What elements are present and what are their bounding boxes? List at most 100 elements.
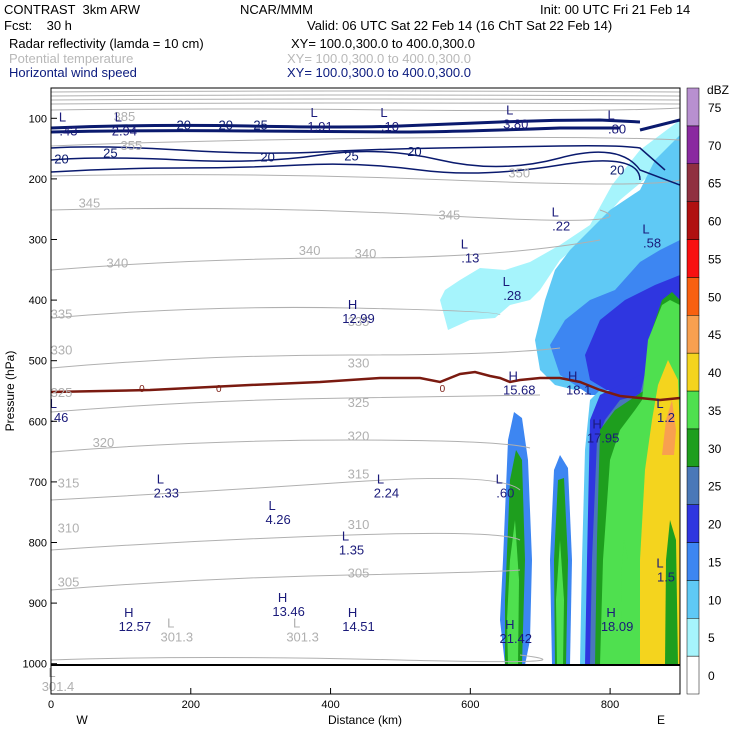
low-marker: L	[506, 103, 513, 118]
field-name-wind: Horizontal wind speed	[9, 65, 137, 80]
theta-contour-label: 320	[348, 428, 370, 443]
theta-contour-label: 345	[439, 207, 461, 222]
wind-contour-label: 25	[253, 118, 267, 133]
wind-contour-label: 25	[344, 148, 358, 163]
low-marker: L	[115, 109, 122, 124]
extremum-value: 4.26	[265, 512, 290, 527]
colorbar-level-label: 0	[708, 669, 715, 683]
colorbar-level-label: 30	[708, 442, 722, 456]
x-tick-label: 800	[601, 699, 619, 711]
valid-time: Valid: 06 UTC Sat 22 Feb 14 (16 ChT Sat …	[307, 18, 613, 33]
theta-contour-label: 335	[51, 307, 73, 322]
x-tick-label: 0	[48, 699, 54, 711]
y-tick-label: 500	[29, 356, 47, 368]
freezing-level-line	[51, 370, 680, 402]
wind-contour-label: 25	[103, 145, 117, 160]
theta-contour-label: 325	[51, 385, 73, 400]
low-marker: L	[167, 615, 174, 630]
wind-speed-contours	[51, 118, 680, 186]
theta-contour-label: 340	[107, 256, 129, 271]
freezing-level-label: 0	[139, 384, 145, 395]
colorbar-swatch	[686, 352, 700, 392]
low-marker: L	[656, 396, 663, 411]
high-marker: H	[568, 369, 577, 384]
high-marker: H	[606, 605, 615, 620]
extremum-value: 13.46	[272, 604, 305, 619]
colorbar-swatch	[686, 87, 700, 127]
y-tick-label: 300	[29, 235, 47, 247]
colorbar-swatch	[686, 618, 700, 657]
forecast-hour: Fcst: 30 h	[4, 18, 72, 33]
colorbar-level-label: 20	[708, 518, 722, 532]
extremum-value: 21.42	[499, 631, 532, 646]
colorbar-swatch	[686, 315, 700, 354]
extremum-value: 1.2	[657, 410, 675, 425]
low-marker: L	[607, 108, 614, 123]
extremum-value: .80	[608, 122, 626, 137]
field-name-theta: Potential temperature	[9, 51, 134, 66]
theta-contour-label: 335	[348, 314, 370, 329]
colorbar-level-label: 45	[708, 328, 722, 342]
theta-contour-label: 355	[121, 138, 143, 153]
y-tick-label: 800	[29, 538, 47, 550]
high-marker: H	[505, 617, 514, 632]
extremum-value: .10	[381, 119, 399, 134]
colorbar-level-label: 50	[708, 290, 722, 304]
extremum-value: 1.35	[339, 543, 364, 558]
wind-contour-label: 20	[54, 152, 68, 167]
refl-lgreen-column-1	[507, 520, 519, 665]
low-marker: L	[269, 498, 276, 513]
institution-label: NCAR/MMM	[240, 2, 313, 17]
low-marker: L	[380, 105, 387, 120]
low-marker: L	[552, 204, 559, 219]
colorbar-level-label: 70	[708, 139, 722, 153]
field-name-reflectivity: Radar reflectivity (lamda = 10 cm)	[9, 36, 204, 51]
low-marker: L	[342, 529, 349, 544]
extremum-value: 301.3	[161, 629, 194, 644]
extremum-value: 301.3	[286, 629, 319, 644]
wind-contour-label: 20	[260, 150, 274, 165]
reflectivity-shading	[440, 120, 680, 665]
extremum-value: 15.68	[503, 383, 536, 398]
x-axis-east-label: E	[657, 713, 665, 727]
theta-contour-label: 340	[355, 246, 377, 261]
extremum-value: .28	[503, 288, 521, 303]
extremum-value: .13	[461, 251, 479, 266]
theta-contour-label: 385	[114, 109, 136, 124]
refl-lgreen-right-patch	[621, 540, 628, 640]
colorbar-unit-label: dBZ	[707, 83, 729, 97]
high-marker: H	[278, 590, 287, 605]
wind-contour-label: 20	[177, 118, 191, 133]
colorbar-level-label: 35	[708, 404, 722, 418]
x-axis-label: Distance (km)	[328, 713, 402, 727]
y-tick-label: 400	[29, 295, 47, 307]
low-marker: L	[157, 472, 164, 487]
colorbar-swatch	[686, 239, 700, 278]
theta-contour-label: 325	[348, 395, 370, 410]
extremum-value: 14.51	[342, 619, 375, 634]
low-marker: L	[59, 109, 66, 124]
x-tick-label: 600	[461, 699, 479, 711]
freezing-level-label: 0	[216, 384, 222, 395]
refl-green-right-edge	[665, 520, 678, 665]
theta-contour-label: 315	[348, 467, 370, 482]
init-time: Init: 00 UTC Fri 21 Feb 14	[540, 2, 691, 17]
high-marker: H	[124, 605, 133, 620]
theta-contour-label: 340	[299, 243, 321, 258]
y-tick-label: 700	[29, 477, 47, 489]
high-marker: H	[592, 417, 601, 432]
refl-5dbz-anvil	[440, 120, 680, 330]
colorbar-level-label: 15	[708, 555, 722, 569]
colorbar-swatch	[686, 125, 700, 164]
low-marker: L	[377, 472, 384, 487]
extremum-value: 2.24	[374, 486, 399, 501]
theta-contour-label: 330	[51, 342, 73, 357]
theta-contour-label: 320	[93, 435, 115, 450]
theta-contour-label: 305	[348, 565, 370, 580]
x-tick-label: 400	[321, 699, 339, 711]
wind-contour-label: 20	[610, 162, 624, 177]
colorbar-swatch	[686, 504, 700, 543]
colorbar-swatch	[686, 542, 700, 581]
colorbar-swatch	[686, 390, 700, 430]
